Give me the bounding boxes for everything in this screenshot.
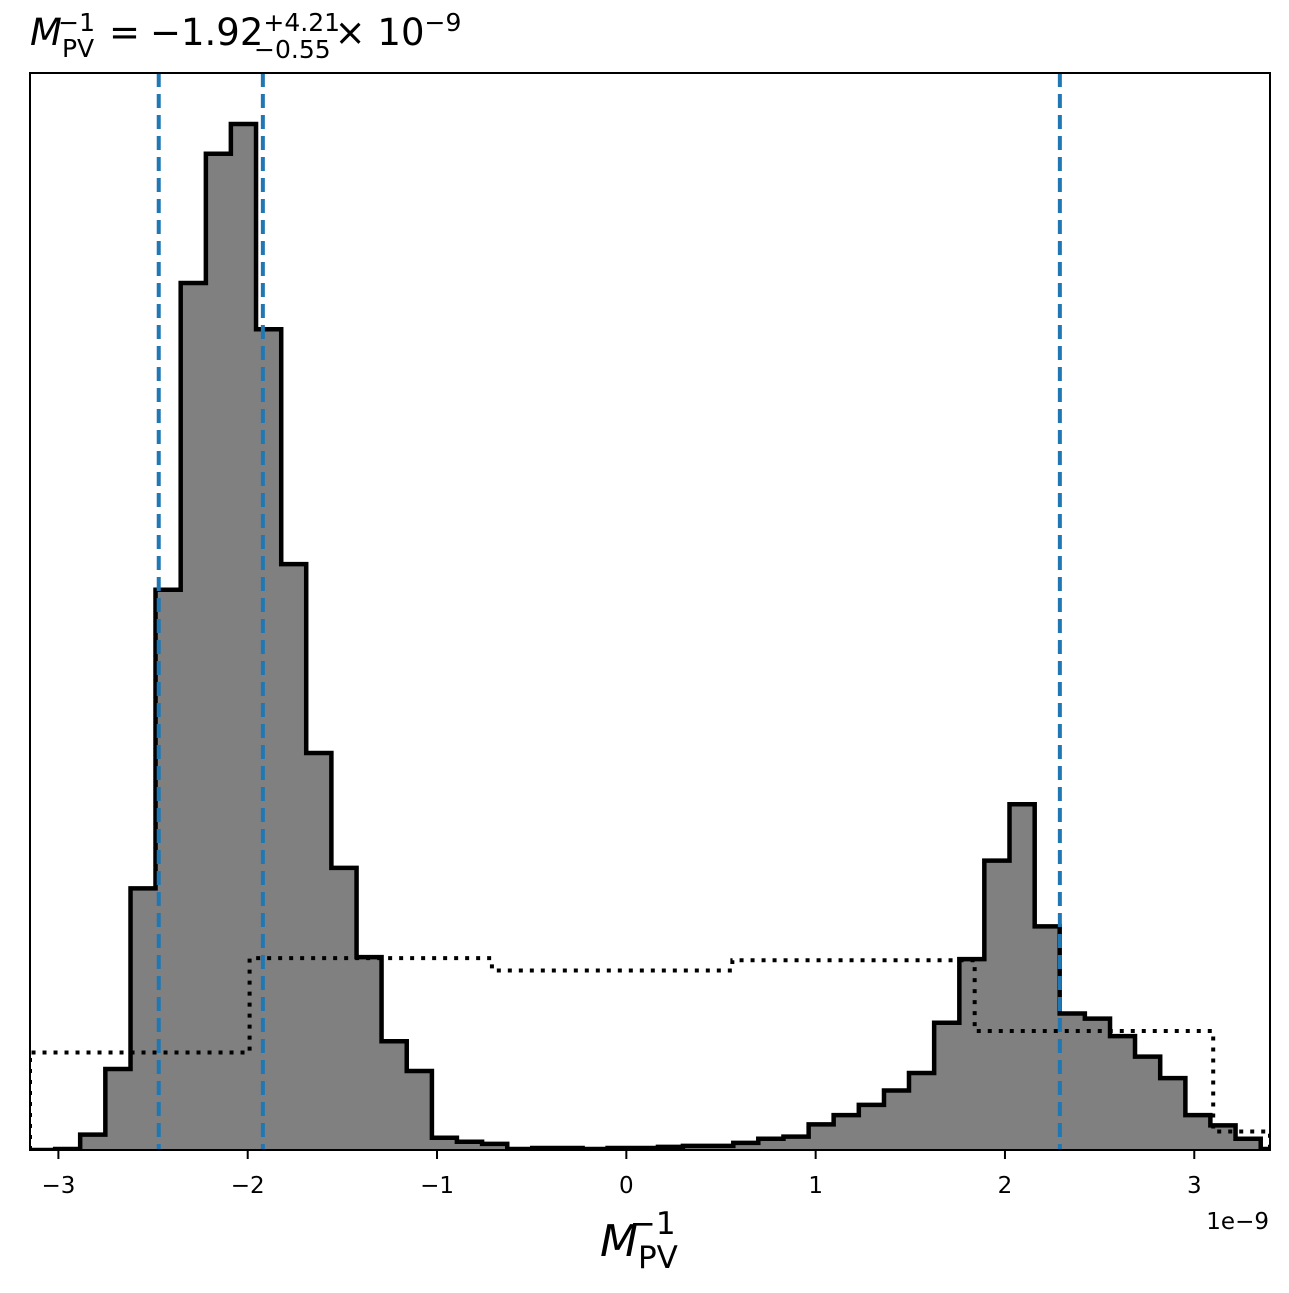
x-tick-label-5: 2 bbox=[998, 1173, 1013, 1199]
plot-area bbox=[30, 73, 1270, 1150]
x-axis-ticks: −3 −2 −1 0 1 2 3 bbox=[41, 1150, 1202, 1199]
title-multiplier: × 10 bbox=[335, 11, 425, 54]
posterior-histogram-outline bbox=[30, 121, 1270, 1150]
title-symbol: M bbox=[30, 11, 62, 54]
x-tick-label-6: 3 bbox=[1187, 1173, 1202, 1199]
x-tick-label-2: −1 bbox=[420, 1173, 454, 1199]
title-upper-error: +4.21 bbox=[263, 8, 340, 37]
x-axis-label: MPV−1 bbox=[600, 1206, 678, 1276]
title-equals: = bbox=[109, 11, 140, 54]
posterior-histogram-fill bbox=[30, 124, 1270, 1150]
x-tick-label-3: 0 bbox=[619, 1173, 634, 1199]
x-tick-label-0: −3 bbox=[41, 1173, 75, 1199]
title-median: −1.92 bbox=[150, 11, 263, 54]
title-multiplier-exponent: −9 bbox=[425, 8, 462, 37]
x-tick-label-4: 1 bbox=[808, 1173, 823, 1199]
chart-title: MPV−1 = −1.92+4.21 −0.55 × 10−9 bbox=[30, 8, 461, 64]
x-axis-label-sub: PV bbox=[638, 1240, 678, 1276]
prior-histogram-line bbox=[30, 956, 1270, 1150]
x-axis-label-symbol: M bbox=[600, 1216, 638, 1267]
x-axis-label-sup: −1 bbox=[630, 1206, 676, 1242]
title-lower-error: −0.55 bbox=[254, 35, 331, 64]
x-axis-offset-label: 1e−9 bbox=[1206, 1209, 1269, 1235]
title-symbol-sub: PV bbox=[62, 34, 94, 63]
title-symbol-sup: −1 bbox=[58, 8, 95, 37]
axes-frame bbox=[29, 72, 1271, 1151]
x-tick-label-1: −2 bbox=[231, 1173, 265, 1199]
quantile-lines bbox=[156, 73, 1062, 1150]
